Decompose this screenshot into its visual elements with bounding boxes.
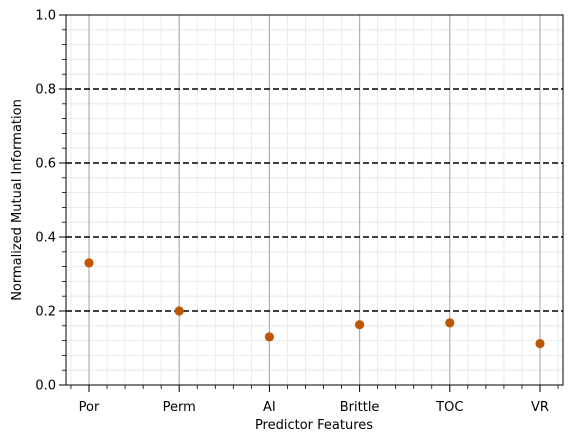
y-axis-label: Normalized Mutual Information [10, 99, 25, 301]
x-tick-label-brittle: Brittle [340, 400, 380, 415]
data-point-toc [445, 318, 455, 328]
data-points [84, 258, 545, 349]
y-tick-label: 0.2 [35, 305, 56, 320]
ticks [59, 14, 559, 392]
x-axis-label: Predictor Features [255, 418, 373, 433]
reference-lines [66, 88, 563, 312]
x-tick-label-toc: TOC [435, 400, 463, 415]
minor-grid [66, 15, 563, 385]
y-tick-label: 0.4 [35, 231, 56, 246]
data-point-perm [174, 306, 184, 316]
x-tick-label-por: Por [79, 400, 100, 415]
y-tick-label: 0.6 [35, 157, 56, 172]
y-tick-label: 1.0 [35, 9, 56, 24]
x-tick-label-ai: AI [263, 400, 276, 415]
major-grid [88, 15, 541, 385]
axes [65, 14, 564, 386]
tick-labels: 0.0 0.2 0.4 0.6 0.8 1.0 Por Perm AI Brittle TOC VR [35, 9, 549, 416]
data-point-brittle [355, 320, 365, 330]
y-tick-label: 0.8 [35, 83, 56, 98]
y-tick-label: 0.0 [35, 379, 56, 394]
data-point-por [84, 258, 94, 268]
plot-frame [65, 14, 564, 386]
x-tick-label-vr: VR [531, 400, 549, 415]
data-point-ai [264, 332, 274, 342]
data-point-vr [535, 338, 545, 349]
x-tick-label-perm: Perm [163, 400, 196, 415]
